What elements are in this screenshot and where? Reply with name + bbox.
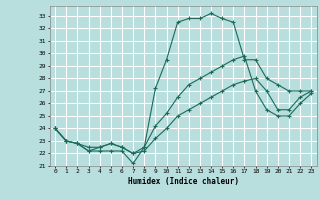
X-axis label: Humidex (Indice chaleur): Humidex (Indice chaleur) <box>128 177 239 186</box>
